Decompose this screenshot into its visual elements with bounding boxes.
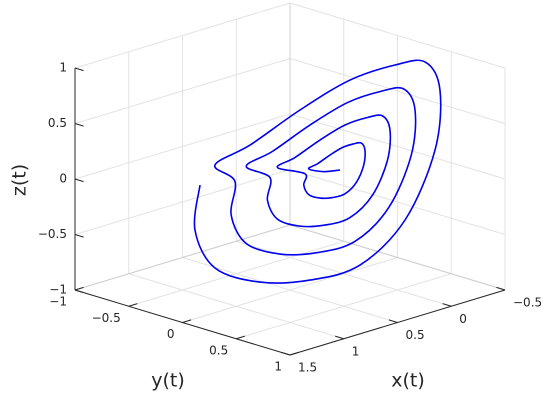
y-tick <box>128 303 138 307</box>
x-tick-label: −0.5 <box>513 296 542 310</box>
x-tick <box>281 351 291 356</box>
x-axis-label: x(t) <box>391 370 425 392</box>
box-edge <box>74 224 291 291</box>
y-tick <box>182 319 192 323</box>
y-tick-label: 0 <box>167 327 175 341</box>
z-tick <box>74 234 84 238</box>
y-tick <box>289 351 299 356</box>
z-tick-label: 1 <box>59 61 67 75</box>
grid-line <box>236 273 452 340</box>
trajectory <box>193 59 442 284</box>
grid-line <box>74 2 291 69</box>
x-tick <box>496 286 506 291</box>
z-tick-label: −1 <box>49 283 67 297</box>
x-tick <box>335 335 344 340</box>
x-tick <box>388 319 398 323</box>
grid-line <box>182 257 398 323</box>
y-tick <box>236 335 245 340</box>
x-tick-label: 1 <box>352 344 360 358</box>
z-tick-label: 0 <box>59 172 67 186</box>
grid-line <box>74 169 291 235</box>
x-tick-label: 0.5 <box>406 328 425 342</box>
grid-line <box>74 58 291 124</box>
y-tick-label: 0.5 <box>209 343 228 357</box>
z-tick-label: −0.5 <box>38 227 67 241</box>
grid-line <box>128 240 344 307</box>
z-tick <box>74 123 84 127</box>
y-tick-label: −0.5 <box>92 311 121 325</box>
y-tick <box>74 286 84 291</box>
grid-line <box>289 2 506 69</box>
z-axis-label: z(t) <box>9 164 31 196</box>
box-edge <box>289 224 506 291</box>
grid-line <box>289 113 506 180</box>
z-tick <box>74 178 84 183</box>
z-tick <box>74 67 84 72</box>
y-tick-label: 1 <box>274 360 282 374</box>
z-tick-label: 0.5 <box>48 116 67 130</box>
x-tick-label: 1.5 <box>298 361 317 375</box>
y-axis-label: y(t) <box>151 370 185 392</box>
x-tick-label: 0 <box>459 312 467 326</box>
grid-line <box>289 169 506 235</box>
z-tick <box>74 289 84 294</box>
grid-line <box>289 58 506 124</box>
grid-line <box>74 113 291 180</box>
x-tick <box>442 303 452 307</box>
y-tick-label: −1 <box>49 295 67 309</box>
